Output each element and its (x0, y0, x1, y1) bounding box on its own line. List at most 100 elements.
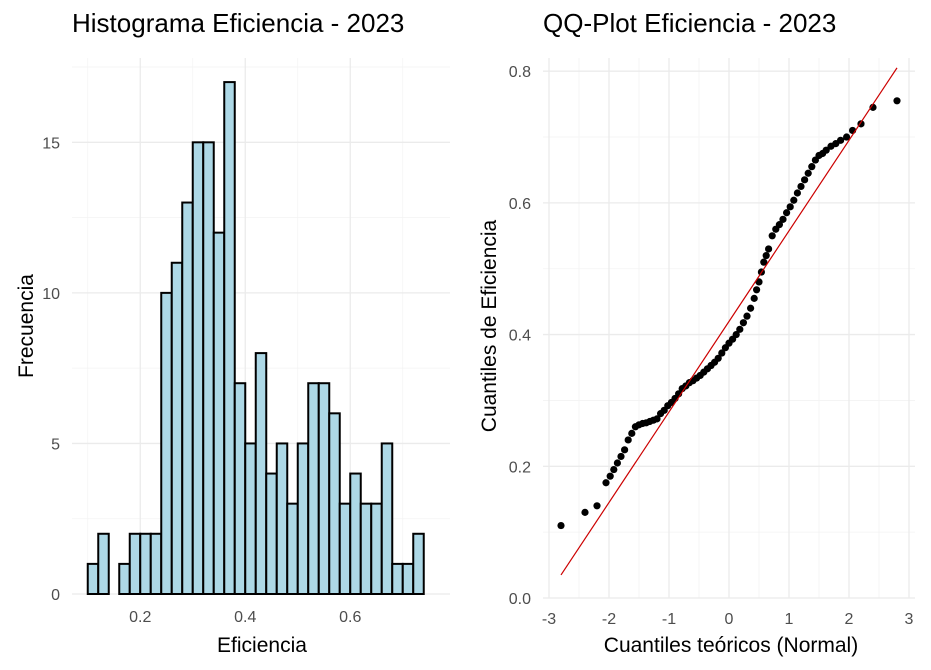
histogram-bar (317, 382, 331, 595)
histogram-bar (349, 472, 362, 596)
histogram-bar (191, 141, 205, 595)
qqplot-point (653, 415, 661, 423)
qqplot-x-tick-label: -3 (542, 611, 556, 628)
histogram-bar (338, 502, 352, 596)
histogram-bars (86, 81, 425, 596)
qqplot-x-tick-label: 3 (905, 611, 914, 628)
histogram-y-tick-labels: 0 5 10 15 (42, 135, 60, 604)
qqplot-point (732, 330, 740, 339)
histogram-y-tick-label: 15 (42, 135, 60, 152)
qqplot-y-tick-label: 0.2 (509, 459, 531, 476)
qqplot-point (593, 502, 601, 510)
histogram-bar (128, 532, 142, 595)
histogram-y-tick-label: 10 (42, 286, 60, 303)
qqplot-point (557, 521, 565, 530)
histogram-bar (296, 442, 310, 595)
histogram-bar (254, 352, 268, 596)
qqplot-point (747, 304, 755, 312)
qqplot-point (869, 103, 877, 111)
histogram-bar (275, 442, 289, 595)
qqplot-point (790, 196, 798, 204)
qqplot-x-tick-label: 2 (845, 611, 854, 628)
histogram-bar (139, 532, 152, 595)
histogram-bar (181, 201, 194, 595)
histogram-y-tick-label: 5 (51, 436, 60, 453)
qqplot-x-tick-label: -1 (662, 611, 676, 628)
histogram-bar (380, 442, 394, 595)
qqplot-point (783, 209, 791, 217)
histogram-bar (118, 562, 131, 595)
qqplot-point (822, 146, 830, 154)
qqplot-reference-line-segment (560, 67, 898, 576)
histogram-bar (149, 532, 163, 595)
histogram-title: Histograma Eficiencia - 2023 (72, 8, 404, 38)
histogram-bar (265, 472, 278, 596)
qqplot-panel: 0.0 0.2 0.4 0.6 0.8 -3 -2 -1 0 1 2 3 QQ-Plot Efici… (478, 8, 915, 657)
qqplot-points (557, 97, 901, 530)
qqplot-x-tick-labels: -3 -2 -1 0 1 2 3 (542, 611, 914, 628)
qqplot-x-tick-label: -2 (602, 611, 616, 628)
qqplot-point (808, 163, 816, 171)
histogram-x-tick-labels: 0.2 0.4 0.6 (129, 609, 361, 626)
qqplot-point (804, 169, 812, 177)
histogram-bar (170, 261, 184, 595)
histogram-x-axis-title: Eficiencia (217, 634, 307, 657)
qqplot-point (793, 189, 802, 197)
qqplot-point (765, 245, 773, 253)
qqplot-point (714, 354, 722, 362)
histogram-bar (286, 502, 299, 596)
qqplot-point (786, 203, 794, 211)
qqplot-point (628, 429, 636, 437)
qqplot-point (739, 319, 748, 327)
histogram-bar (359, 502, 373, 596)
qqplot-point (624, 436, 632, 444)
histogram-bar (401, 562, 415, 595)
qqplot-point (750, 294, 758, 302)
histogram-panel: 0 5 10 15 0.2 0.4 0.6 Histograma Eficiencia -… (15, 8, 450, 657)
qqplot-point (621, 446, 629, 454)
histogram-bar (212, 231, 226, 596)
qqplot-point (893, 97, 901, 105)
qqplot-point (602, 479, 610, 487)
histogram-y-tick-label: 0 (51, 587, 60, 604)
histogram-bar (391, 562, 404, 595)
qqplot-point (610, 465, 618, 474)
qqplot-point (837, 136, 845, 144)
histogram-bar (223, 81, 236, 596)
qqplot-point (801, 176, 809, 184)
histogram-bar (307, 382, 320, 595)
histogram-x-tick-label: 0.4 (234, 609, 256, 626)
qqplot-title: QQ-Plot Eficiencia - 2023 (543, 8, 836, 38)
qqplot-x-tick-label: 0 (725, 611, 734, 628)
qqplot-reference-line (560, 67, 898, 576)
qqplot-point (743, 312, 751, 320)
qqplot-x-tick-label: 1 (785, 611, 794, 628)
histogram-bar (202, 141, 215, 595)
qqplot-point (736, 325, 744, 333)
qqplot-point (779, 215, 787, 223)
histogram-x-tick-label: 0.6 (339, 609, 361, 626)
histogram-bar (160, 291, 173, 595)
qqplot-point (843, 133, 851, 141)
histogram-bar (233, 382, 247, 595)
qqplot-point (606, 472, 614, 480)
histogram-bar (86, 562, 100, 595)
qqplot-point (613, 459, 622, 467)
qqplot-point (617, 452, 625, 461)
qqplot-y-tick-label: 0.0 (509, 591, 531, 608)
qqplot-point (755, 278, 763, 286)
qqplot-point (797, 182, 805, 191)
qqplot-point (753, 286, 761, 294)
histogram-bar (97, 532, 110, 595)
histogram-bar (412, 532, 425, 595)
qqplot-y-tick-label: 0.6 (509, 196, 531, 213)
qqplot-point (768, 232, 776, 240)
qqplot-point (762, 251, 770, 260)
histogram-x-tick-label: 0.2 (129, 609, 151, 626)
qqplot-point (581, 508, 589, 516)
qqplot-point (775, 221, 784, 229)
qqplot-y-tick-label: 0.8 (509, 64, 531, 81)
qqplot-grid (543, 58, 915, 599)
qqplot-x-axis-title: Cuantiles teóricos (Normal) (604, 634, 858, 657)
